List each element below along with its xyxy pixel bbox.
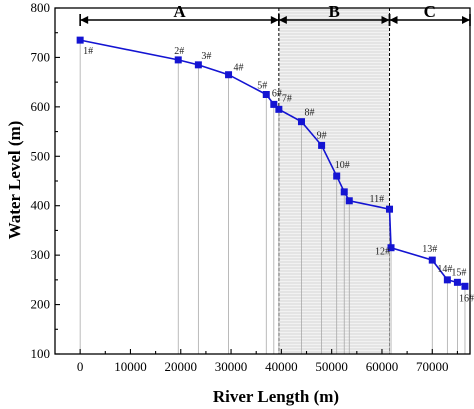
x-tick-label: 50000 [315, 359, 348, 374]
x-tick-label: 60000 [366, 359, 399, 374]
point-label: 11# [370, 194, 385, 205]
region-label: A [173, 2, 186, 21]
arrow-head [389, 16, 398, 24]
data-point [76, 36, 84, 44]
arrow-head [278, 16, 287, 24]
axes: 0 10000 20000 30000 40000 50000 60000 70000 100 2… [31, 0, 471, 374]
data-point [428, 256, 436, 264]
x-tick-label: 10000 [114, 359, 147, 374]
point-label: 3# [201, 51, 211, 62]
data-point [270, 100, 278, 108]
data-point [386, 205, 394, 213]
y-tick-label: 700 [31, 49, 51, 64]
data-point [453, 278, 461, 286]
point-label: 12# [375, 247, 390, 258]
x-axis-title: River Length (m) [213, 387, 339, 406]
x-tick-label: 20000 [165, 359, 198, 374]
region-label: C [424, 2, 436, 21]
point-label: 7# [282, 93, 292, 104]
point-label: 15# [451, 267, 466, 278]
region-annotations: A B C [79, 2, 471, 26]
data-point [262, 91, 270, 98]
point-label: 13# [422, 244, 437, 255]
point-label: 5# [257, 81, 267, 92]
drop-lines [79, 40, 466, 354]
data-point [345, 197, 353, 205]
data-point [461, 282, 469, 290]
region-b-shading [278, 8, 391, 354]
data-point [194, 61, 202, 69]
point-label: 9# [317, 130, 327, 141]
data-point [275, 105, 283, 113]
data-point [174, 56, 182, 64]
arrow-head [381, 16, 390, 24]
point-label: 6# [272, 88, 282, 99]
y-tick-label: 300 [31, 247, 51, 262]
data-point [340, 188, 348, 196]
data-point [387, 244, 395, 252]
region-label: B [329, 2, 340, 21]
x-tick-label: 0 [77, 359, 84, 374]
point-label: 16# [459, 293, 474, 304]
x-tick-label: 40000 [265, 359, 298, 374]
data-point [443, 276, 451, 284]
plot-frame [54, 7, 471, 355]
point-label: 10# [335, 160, 350, 171]
point-label: 4# [234, 63, 244, 74]
point-label: 2# [174, 46, 184, 57]
y-tick-label: 100 [31, 346, 51, 361]
y-tick-label: 200 [31, 297, 51, 312]
y-tick-label: 500 [31, 148, 51, 163]
series-layer: 1# 2# 3# 4# 5# 6# 7# 8#9# 10# 11# 12# 13#14# 15# 16# [76, 36, 474, 304]
arrow-head [462, 16, 470, 24]
y-tick-label: 400 [31, 198, 51, 213]
data-point [318, 141, 326, 149]
point-label: 1# [83, 46, 93, 57]
x-tick-label: 70000 [416, 359, 449, 374]
y-tick-label: 600 [31, 99, 51, 114]
arrow-head [270, 16, 279, 24]
y-axis-title: Water Level (m) [5, 121, 24, 240]
data-point [225, 71, 233, 79]
point-label: 8# [304, 108, 314, 119]
water-level-line [79, 39, 466, 287]
data-point [333, 172, 341, 180]
data-point [297, 118, 305, 126]
y-tick-label: 800 [31, 0, 51, 15]
arrow-head [80, 16, 89, 24]
point-label: 14# [437, 264, 452, 275]
x-tick-label: 30000 [215, 359, 248, 374]
